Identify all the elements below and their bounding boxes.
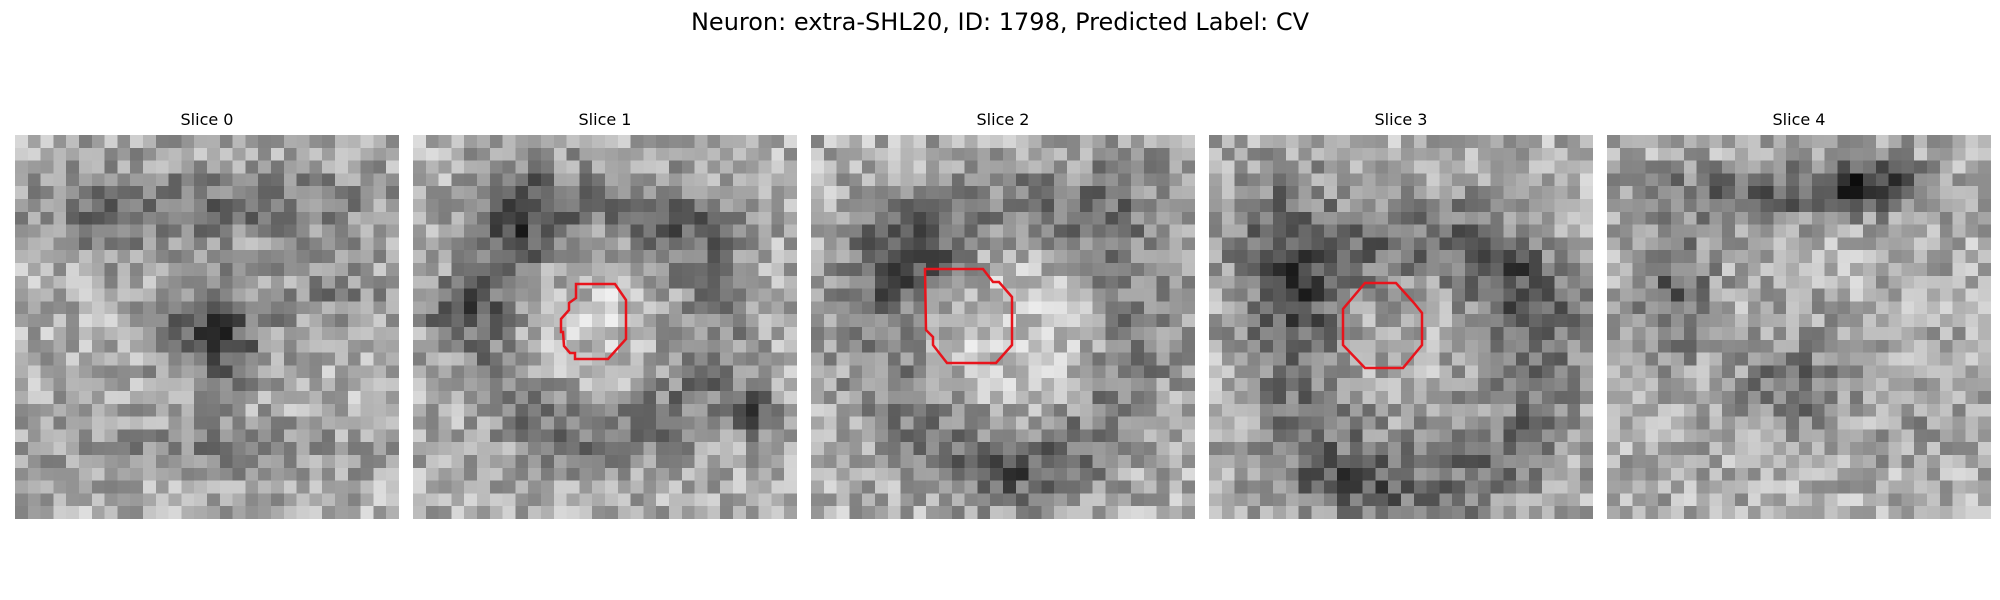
slice-image-4 (1607, 135, 1991, 519)
slice-image-2 (811, 135, 1195, 519)
slice-contour-3 (1341, 281, 1424, 370)
slice-image-1 (413, 135, 797, 519)
slice-pixels-3 (1209, 135, 1593, 519)
slice-contour-1 (559, 282, 628, 361)
slice-panel-3: Slice 3 (1209, 108, 1593, 519)
slice-image-0 (15, 135, 399, 519)
roi-contour (559, 282, 628, 361)
roi-contour (923, 267, 1014, 365)
slice-title-3: Slice 3 (1374, 110, 1428, 129)
slice-title-2: Slice 2 (976, 110, 1030, 129)
slice-pixels-0 (15, 135, 399, 519)
slice-panel-4: Slice 4 (1607, 108, 1991, 519)
slice-title-0: Slice 0 (180, 110, 234, 129)
slice-pixels-2 (811, 135, 1195, 519)
slice-pixels-4 (1607, 135, 1991, 519)
slice-panel-1: Slice 1 (413, 108, 797, 519)
slice-panel-0: Slice 0 (15, 108, 399, 519)
figure-title: Neuron: extra-SHL20, ID: 1798, Predicted… (690, 8, 1310, 36)
slice-image-3 (1209, 135, 1593, 519)
slice-title-4: Slice 4 (1772, 110, 1826, 129)
slice-title-1: Slice 1 (578, 110, 632, 129)
slice-panel-2: Slice 2 (811, 108, 1195, 519)
roi-contour (1341, 281, 1424, 370)
slice-contour-2 (923, 267, 1014, 365)
slice-pixels-1 (413, 135, 797, 519)
